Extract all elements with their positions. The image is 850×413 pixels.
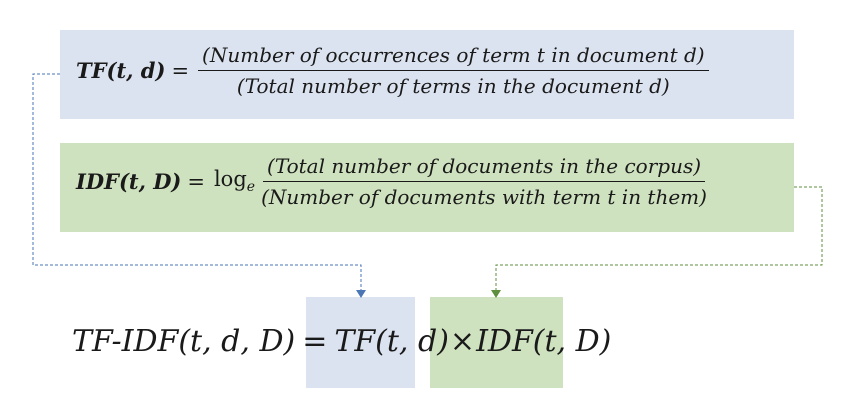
idf-formula-box [60, 143, 794, 232]
idf-equals: = [187, 169, 205, 194]
idf-lhs: IDF(t, D) [76, 169, 181, 194]
tfidf-times: × [449, 324, 476, 359]
idf-denominator: (Number of documents with term t in them… [261, 185, 707, 209]
tf-lhs: TF(t, d) [76, 58, 165, 83]
tf-connector [32, 73, 362, 293]
idf-equation: IDF(t, D) = loge (Total number of docume… [76, 154, 711, 209]
idf-fraction: (Total number of documents in the corpus… [257, 154, 711, 209]
idf-log-base: e [246, 179, 256, 196]
tf-equals: = [171, 58, 190, 83]
idf-connector-arrow-icon [491, 290, 501, 298]
tf-formula-box [60, 30, 794, 119]
tfidf-idf-term: IDF(t, D) [476, 324, 612, 359]
tf-connector-arrow-icon [356, 290, 366, 298]
result-tf-highlight [306, 297, 415, 388]
result-idf-highlight [430, 297, 563, 388]
idf-connector [495, 186, 823, 293]
idf-numerator: (Total number of documents in the corpus… [263, 154, 706, 182]
tf-fraction: (Number of occurrences of term t in docu… [198, 43, 709, 98]
tfidf-tf-term: TF(t, d) [334, 324, 449, 359]
idf-lhs-name: IDF [76, 169, 119, 194]
tf-numerator: (Number of occurrences of term t in docu… [198, 43, 709, 71]
tfidf-lhs: TF-IDF(t, d, D) [72, 324, 296, 359]
idf-log: loge [214, 167, 255, 195]
tf-lhs-name: TF [76, 58, 107, 83]
tf-equation: TF(t, d) = (Number of occurrences of ter… [76, 43, 709, 98]
idf-log-label: log [213, 167, 247, 192]
tf-denominator: (Total number of terms in the document d… [236, 74, 670, 98]
idf-lhs-args: (t, D) [118, 169, 182, 194]
tf-lhs-args: (t, d) [106, 58, 166, 83]
tfidf-equals: = [302, 324, 328, 359]
tfidf-equation: TF-IDF(t, d, D) = TF(t, d) × IDF(t, D) [72, 324, 611, 359]
